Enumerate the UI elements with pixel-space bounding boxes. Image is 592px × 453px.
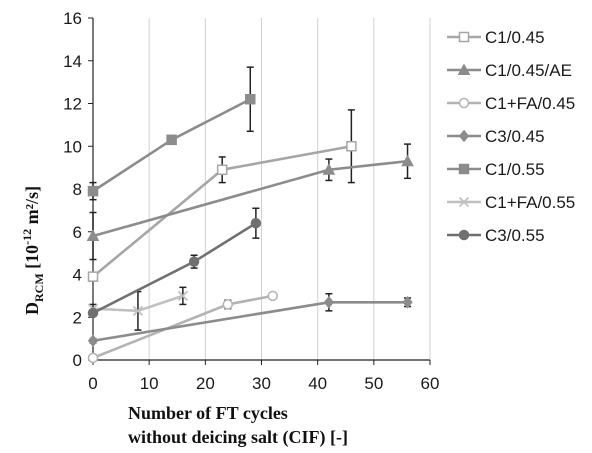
legend-item: C1/0.55 [447, 160, 545, 179]
series [86, 66, 414, 364]
legend-swatch-marker [458, 163, 470, 175]
y-axis-label-unit-b: m²/s] [22, 186, 42, 229]
legend-swatch-marker [458, 31, 470, 43]
data-point [245, 93, 256, 105]
data-point [86, 229, 100, 242]
data-point [87, 185, 99, 197]
x-axis-label-line1: Number of FT cycles [128, 403, 288, 423]
series-group [87, 292, 413, 348]
data-point [250, 217, 262, 229]
cross-stroke [458, 196, 470, 208]
legend-item: C1+FA/0.55 [447, 193, 575, 212]
series-group [87, 109, 357, 282]
legend-item: C3/0.45 [447, 127, 545, 146]
legend-swatch-marker [458, 196, 470, 208]
x-axis-label-line2: without deicing salt (CIF) [-] [128, 427, 348, 448]
y-tick-label: 14 [63, 52, 82, 71]
series-group [87, 290, 278, 364]
legend-item: C3/0.55 [447, 226, 545, 245]
series-group [86, 143, 414, 261]
x-ticks: 0 10 20 30 40 50 60 [88, 360, 439, 393]
series-line [92, 98, 251, 193]
legend-label: C1+FA/0.45 [485, 94, 575, 113]
y-axis-label-unit-exp: -12 [20, 229, 34, 245]
legend-label: C1/0.45 [485, 28, 545, 47]
data-point [166, 134, 177, 146]
data-point [87, 352, 99, 364]
data-point [87, 334, 99, 348]
cross-stroke [132, 305, 144, 316]
legend-swatch-marker [458, 129, 470, 143]
series-group [87, 66, 256, 201]
legend-item: C1+FA/0.45 [447, 94, 575, 113]
data-point [222, 299, 234, 310]
y-tick-label: 8 [73, 180, 82, 199]
x-tick-label: 10 [140, 374, 159, 393]
series-group [87, 207, 262, 319]
legend-label: C3/0.45 [485, 127, 545, 146]
legend: C1/0.45 C1/0.45/AE C1+FA/0.45 C3/0.45 C1/0.5… [447, 28, 575, 245]
x-tick-label: 0 [88, 374, 97, 393]
y-tick-label: 0 [73, 351, 82, 370]
x-tick-label: 30 [252, 374, 271, 393]
x-tick-label: 50 [364, 374, 383, 393]
y-tick-label: 6 [73, 223, 82, 242]
y-ticks: 0 2 4 6 8 10 12 14 16 [63, 9, 93, 370]
y-tick-label: 4 [73, 266, 82, 285]
data-point [322, 163, 336, 175]
legend-label: C1/0.55 [485, 160, 545, 179]
data-point [323, 295, 335, 309]
legend-swatch-marker [458, 229, 470, 241]
cross-stroke [177, 290, 189, 302]
data-point [132, 305, 144, 316]
legend-item: C1/0.45/AE [447, 61, 572, 80]
y-axis-label: DRCM [10-12 m²/s] [20, 186, 46, 315]
data-point [177, 290, 189, 302]
data-point [216, 164, 228, 176]
legend-item: C1/0.45 [447, 28, 545, 47]
x-tick-label: 20 [196, 374, 215, 393]
data-point [87, 307, 99, 319]
y-tick-label: 16 [63, 9, 82, 28]
y-tick-label: 2 [73, 308, 82, 327]
data-point [401, 154, 414, 167]
x-tick-label: 40 [308, 374, 327, 393]
legend-swatch-marker [458, 97, 470, 109]
legend-swatch-marker [457, 63, 471, 75]
y-axis-label-sub: RCM [32, 273, 46, 302]
data-point [402, 295, 413, 309]
legend-label: C1/0.45/AE [485, 61, 572, 80]
data-point [267, 290, 278, 302]
series-line [92, 159, 408, 238]
y-axis-label-main: D [22, 302, 42, 315]
data-point [346, 141, 357, 152]
legend-label: C1+FA/0.55 [485, 193, 575, 212]
x-tick-label: 60 [421, 374, 440, 393]
legend-label: C3/0.55 [485, 226, 545, 245]
y-axis-label-unit-a: [10 [22, 245, 42, 274]
data-point [188, 256, 200, 267]
y-tick-label: 10 [63, 137, 82, 156]
data-point [87, 271, 99, 282]
y-tick-label: 12 [63, 95, 82, 114]
